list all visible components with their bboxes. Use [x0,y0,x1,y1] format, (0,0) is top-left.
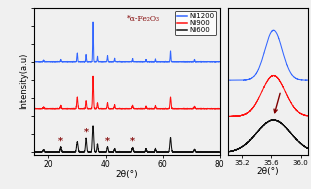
Text: *: * [130,137,135,146]
Text: *: * [58,137,63,146]
Legend: Ni1200, Ni900, Ni600: Ni1200, Ni900, Ni600 [175,11,216,35]
X-axis label: 2θ(°): 2θ(°) [116,170,138,179]
Text: *α-Fe₂O₃: *α-Fe₂O₃ [127,15,160,23]
Text: *: * [84,128,89,137]
X-axis label: 2θ(°): 2θ(°) [256,167,279,176]
Y-axis label: Intensity(a.u): Intensity(a.u) [19,53,28,109]
Text: *: * [105,136,110,146]
